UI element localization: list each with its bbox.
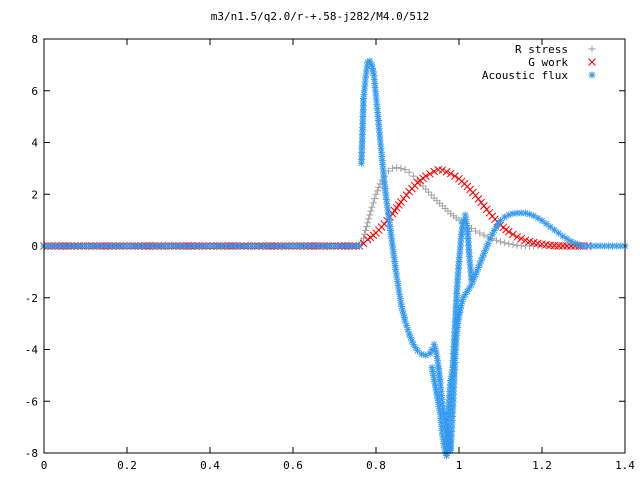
data-point	[401, 166, 409, 174]
data-point	[538, 217, 546, 225]
x-tick-label: 0.8	[366, 459, 386, 472]
data-point	[476, 229, 484, 237]
series-layer	[40, 57, 629, 460]
data-point	[563, 235, 571, 243]
data-point	[365, 215, 373, 223]
data-point	[414, 347, 421, 355]
data-point	[434, 357, 442, 365]
data-point	[364, 219, 372, 227]
chart-title: m3/n1.5/q2.0/r-+.58-j282/M4.0/512	[211, 10, 430, 23]
series-acoustic-flux	[40, 57, 629, 460]
data-point	[368, 203, 376, 211]
data-point	[449, 398, 457, 406]
data-point	[497, 238, 504, 246]
data-point	[397, 299, 405, 307]
data-point	[467, 224, 475, 232]
y-tick-label: -6	[25, 395, 38, 408]
data-point	[492, 236, 500, 244]
data-point	[376, 180, 384, 188]
data-point	[375, 120, 383, 128]
data-point	[534, 214, 542, 222]
data-point	[372, 190, 380, 198]
legend-label: G work	[528, 56, 568, 69]
data-point	[408, 337, 416, 345]
data-point	[405, 168, 413, 176]
data-point	[442, 168, 451, 176]
data-point	[393, 164, 401, 172]
data-point	[371, 195, 379, 203]
data-point	[472, 227, 480, 235]
plot-frame	[43, 38, 626, 454]
data-point	[517, 234, 526, 243]
x-tick-label: 0.4	[200, 459, 220, 472]
data-point	[398, 303, 406, 311]
data-point	[476, 260, 484, 268]
data-point	[450, 172, 459, 180]
x-tick-label: 1.4	[615, 459, 635, 472]
data-point	[426, 169, 434, 178]
data-point	[375, 183, 383, 191]
data-point	[559, 232, 567, 240]
data-point	[438, 166, 447, 175]
data-point	[501, 239, 509, 247]
data-point	[366, 211, 374, 219]
data-point	[497, 217, 504, 225]
data-point	[404, 326, 412, 334]
y-tick-label: -2	[25, 292, 38, 305]
data-point	[362, 74, 370, 82]
data-point	[430, 167, 438, 176]
data-point	[369, 199, 377, 207]
legend-label: R stress	[515, 43, 568, 56]
data-point	[386, 223, 394, 231]
data-point	[550, 226, 558, 234]
data-point	[480, 231, 488, 239]
data-point	[363, 223, 371, 231]
legend-marker	[588, 71, 596, 79]
data-point	[399, 310, 407, 318]
data-point	[467, 276, 475, 284]
y-tick-label: 8	[31, 33, 38, 46]
data-point	[446, 169, 455, 178]
data-point	[509, 210, 517, 218]
data-point	[367, 207, 375, 215]
legend-marker	[588, 58, 596, 66]
data-point	[418, 350, 426, 358]
data-point	[421, 172, 430, 180]
data-point	[389, 164, 397, 172]
data-point	[362, 226, 370, 234]
axis-ticks: 0 0.2 0.4 0.6 0.8 1 1.2 1.4 8 6 4 2 0 -2 -4 -6 -8	[25, 33, 636, 472]
y-tick-label: -4	[25, 344, 39, 357]
data-point	[409, 172, 417, 180]
data-point	[542, 220, 550, 228]
data-point	[513, 233, 521, 241]
y-tick-label: 4	[31, 137, 38, 150]
data-point	[509, 230, 517, 239]
data-point	[509, 241, 517, 249]
data-point	[505, 240, 513, 248]
y-tick-label: 0	[31, 240, 38, 253]
y-tick-label: 2	[31, 188, 38, 201]
data-point	[435, 402, 443, 410]
legend-label: Acoustic flux	[482, 69, 568, 82]
x-tick-label: 0.6	[283, 459, 303, 472]
data-point	[373, 187, 381, 195]
data-point	[438, 392, 446, 400]
x-tick-label: 0.2	[117, 459, 137, 472]
x-tick-label: 1	[456, 459, 463, 472]
x-tick-label: 1.2	[532, 459, 552, 472]
data-point	[397, 164, 405, 172]
x-tick-label: 0	[41, 459, 48, 472]
legend-marker	[588, 45, 596, 53]
y-tick-label: -8	[25, 447, 38, 460]
y-tick-label: 6	[31, 85, 38, 98]
data-point	[504, 227, 513, 236]
data-point	[546, 223, 554, 231]
data-point	[355, 242, 363, 250]
data-point	[555, 229, 563, 237]
